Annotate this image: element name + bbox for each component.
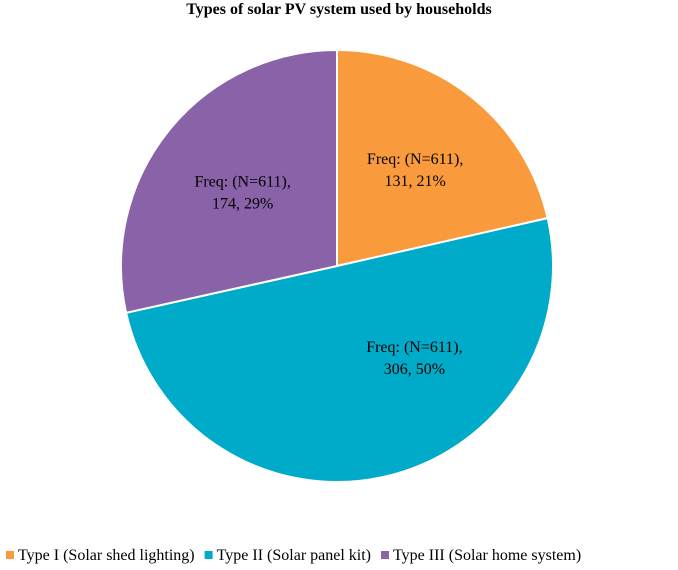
legend-swatch bbox=[6, 551, 14, 559]
legend-label: Type I (Solar shed lighting) bbox=[18, 547, 195, 564]
legend-item-2: Type II (Solar panel kit) bbox=[204, 547, 371, 564]
legend-item-1: Type I (Solar shed lighting) bbox=[6, 547, 195, 564]
legend-item-3: Type III (Solar home system) bbox=[381, 547, 581, 564]
legend-label: Type III (Solar home system) bbox=[393, 547, 581, 564]
legend-swatch bbox=[381, 551, 390, 559]
pie-slice-1 bbox=[336, 48, 549, 268]
chart-title: Types of solar PV system used by househo… bbox=[186, 1, 491, 18]
slice-label-2: Freq: (N=611), 306, 50% bbox=[366, 339, 462, 378]
pie-slice-2 bbox=[124, 216, 554, 483]
legend-swatch bbox=[204, 551, 213, 559]
slice-label-1: Freq: (N=611), 131, 21% bbox=[367, 151, 463, 190]
pie-slice-3 bbox=[120, 48, 338, 315]
pie-slices bbox=[120, 48, 554, 483]
slice-label-3: Freq: (N=611), 174, 29% bbox=[194, 173, 290, 212]
legend: Type I (Solar shed lighting) Type II (Sol… bbox=[6, 547, 581, 564]
legend-label: Type II (Solar panel kit) bbox=[217, 547, 371, 564]
slice-labels: Freq: (N=611), 131, 21% Freq: (N=611), 306,… bbox=[194, 151, 463, 378]
